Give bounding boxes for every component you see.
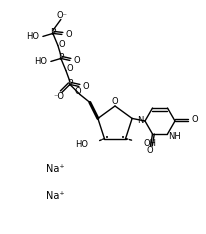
Text: NH: NH <box>168 132 180 142</box>
Text: O: O <box>82 82 89 91</box>
Text: O: O <box>66 30 72 39</box>
Text: •: • <box>105 135 109 141</box>
Text: OH: OH <box>143 139 156 148</box>
Text: O⁻: O⁻ <box>56 11 67 20</box>
Text: N: N <box>137 117 143 125</box>
Text: O: O <box>74 87 81 96</box>
Text: O: O <box>145 146 152 155</box>
Text: HO: HO <box>26 32 39 41</box>
Text: Na⁺: Na⁺ <box>46 164 64 174</box>
Text: O: O <box>58 40 65 49</box>
Text: O: O <box>74 56 80 65</box>
Text: P: P <box>58 53 63 62</box>
Text: O: O <box>191 116 198 124</box>
Text: ⁻O: ⁻O <box>53 92 64 101</box>
Text: O: O <box>66 64 73 73</box>
Text: HO: HO <box>75 140 88 149</box>
Text: Na⁺: Na⁺ <box>46 191 64 201</box>
Text: P: P <box>67 79 72 88</box>
Text: P: P <box>50 28 55 37</box>
Text: •: • <box>120 135 124 141</box>
Text: O: O <box>111 98 118 106</box>
Text: HO: HO <box>34 57 47 66</box>
